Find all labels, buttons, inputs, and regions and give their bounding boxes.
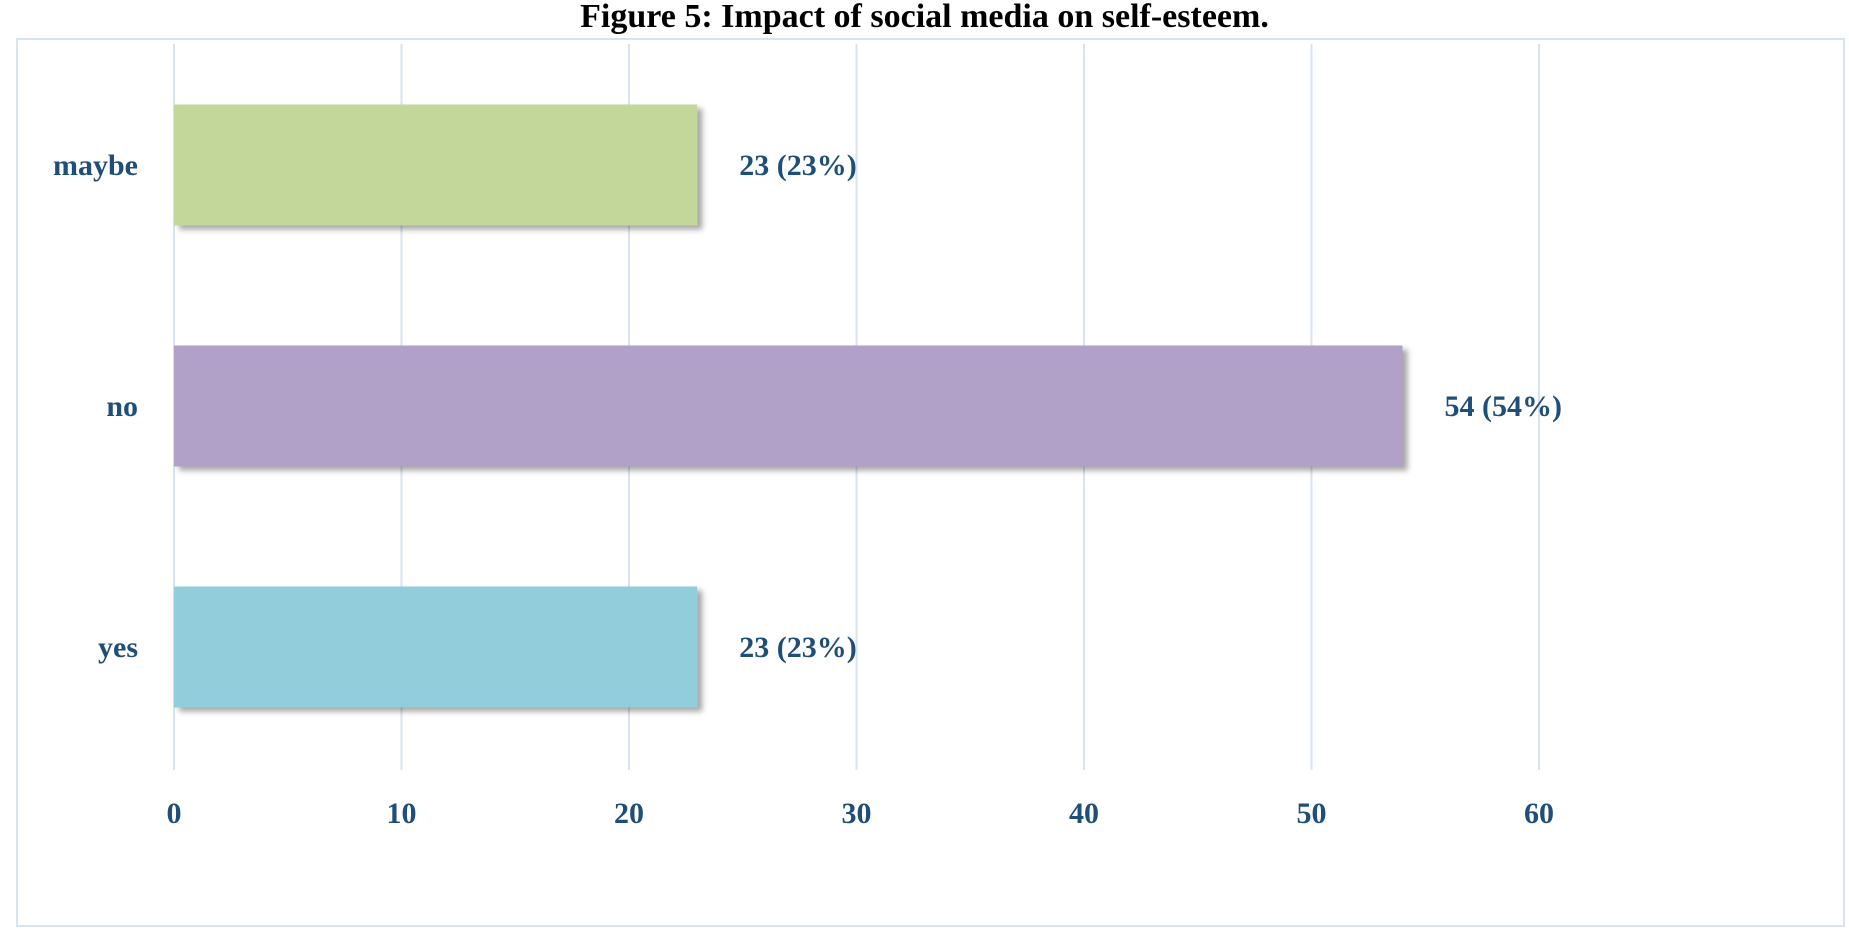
- chart-title: Figure 5: Impact of social media on self…: [580, 0, 1269, 35]
- x-tick-label-50: 50: [1297, 797, 1327, 830]
- x-tick-label-0: 0: [167, 797, 182, 830]
- category-label-no: no: [106, 390, 138, 423]
- data-label-maybe: 23 (23%): [739, 149, 856, 182]
- category-label-maybe: maybe: [53, 149, 138, 182]
- data-label-no: 54 (54%): [1445, 390, 1562, 423]
- x-tick-label-60: 60: [1524, 797, 1554, 830]
- category-label-yes: yes: [98, 631, 138, 664]
- x-tick-label-40: 40: [1069, 797, 1099, 830]
- bar-no: [174, 345, 1403, 467]
- bar-maybe: [174, 104, 698, 226]
- x-tick-label-30: 30: [842, 797, 872, 830]
- labels: 0 10 20 30 40 50 60 maybe 23 (23%) no 54 (54%) yes 2…: [53, 149, 1562, 830]
- x-tick-label-20: 20: [614, 797, 644, 830]
- bar-yes: [174, 586, 698, 708]
- bars: [174, 104, 1403, 708]
- x-tick-label-10: 10: [387, 797, 417, 830]
- data-label-yes: 23 (23%): [739, 631, 856, 664]
